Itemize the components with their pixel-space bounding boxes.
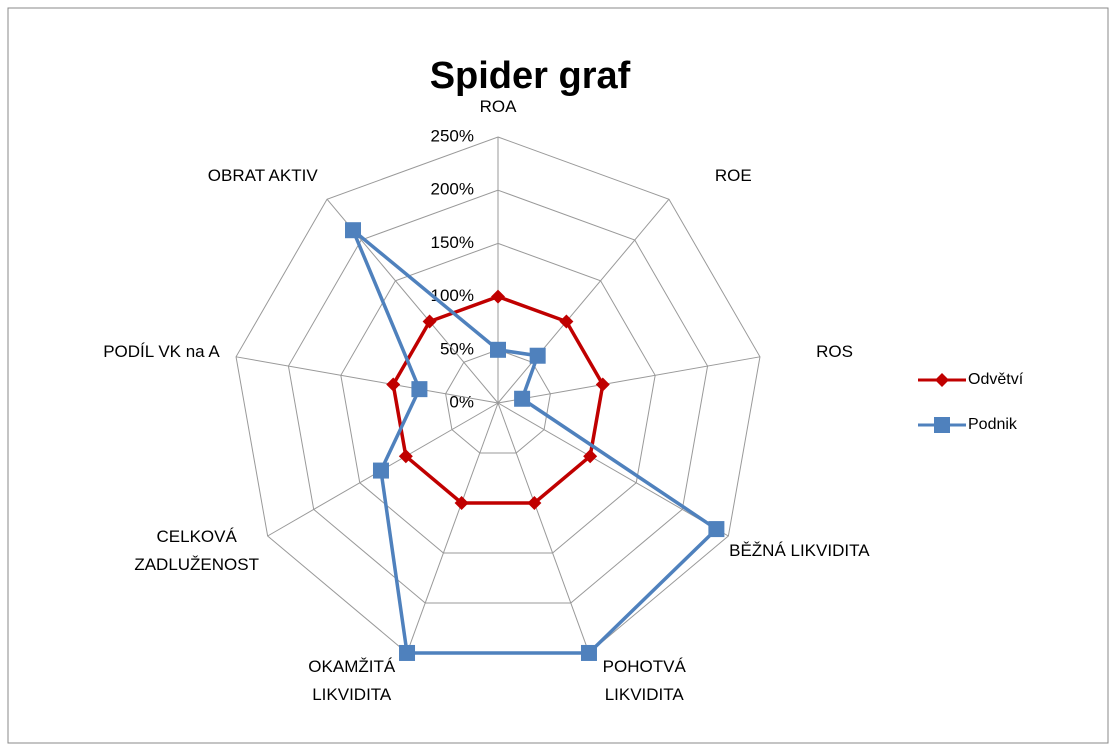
spoke bbox=[497, 198, 670, 404]
marker bbox=[595, 377, 610, 392]
tick-label: 150% bbox=[431, 233, 474, 252]
grid-ring bbox=[445, 349, 551, 454]
category-label: ROS bbox=[816, 341, 853, 361]
marker bbox=[708, 521, 725, 538]
spoke bbox=[406, 402, 499, 654]
category-label: POHOTVÁ LIKVIDITA bbox=[602, 657, 686, 705]
series-line bbox=[351, 228, 720, 655]
legend-marker bbox=[935, 373, 949, 387]
marker bbox=[398, 449, 413, 464]
marker bbox=[491, 289, 505, 304]
category-label: OBRAT AKTIV bbox=[207, 166, 318, 186]
marker bbox=[454, 495, 469, 510]
chart-border bbox=[7, 7, 1109, 744]
marker bbox=[422, 314, 437, 329]
tick-label: 200% bbox=[431, 180, 474, 199]
spoke bbox=[497, 356, 761, 404]
tick-label: 100% bbox=[431, 286, 474, 305]
marker bbox=[580, 644, 597, 661]
category-label: BĚŽNÁ LIKVIDITA bbox=[729, 541, 870, 560]
category-label: ROE bbox=[714, 166, 752, 186]
marker bbox=[372, 462, 389, 479]
spoke bbox=[235, 356, 499, 404]
grid-ring bbox=[340, 242, 656, 554]
spoke bbox=[497, 402, 729, 537]
legend-label: Odvětví bbox=[968, 371, 1024, 388]
marker bbox=[527, 495, 542, 510]
chart-title: Spider graf bbox=[430, 55, 631, 97]
legend-marker bbox=[934, 417, 950, 433]
marker bbox=[529, 347, 546, 364]
category-label: CELKOVÁ ZADLUŽENOST bbox=[134, 527, 259, 574]
category-label: PODÍL VK na A bbox=[103, 341, 220, 361]
marker bbox=[386, 377, 401, 392]
marker bbox=[559, 314, 574, 329]
grid-ring bbox=[287, 189, 709, 604]
legend-label: Podnik bbox=[968, 416, 1018, 433]
category-label: OKAMŽITÁ LIKVIDITA bbox=[308, 657, 396, 705]
series-line bbox=[391, 294, 605, 505]
marker bbox=[399, 644, 416, 661]
marker bbox=[514, 390, 531, 407]
tick-label: 50% bbox=[440, 339, 474, 358]
marker bbox=[411, 381, 428, 398]
category-label: ROA bbox=[479, 97, 517, 116]
marker bbox=[490, 341, 506, 358]
marker bbox=[583, 449, 598, 464]
marker bbox=[345, 222, 362, 239]
spoke bbox=[497, 402, 590, 654]
tick-label: 250% bbox=[431, 126, 474, 145]
